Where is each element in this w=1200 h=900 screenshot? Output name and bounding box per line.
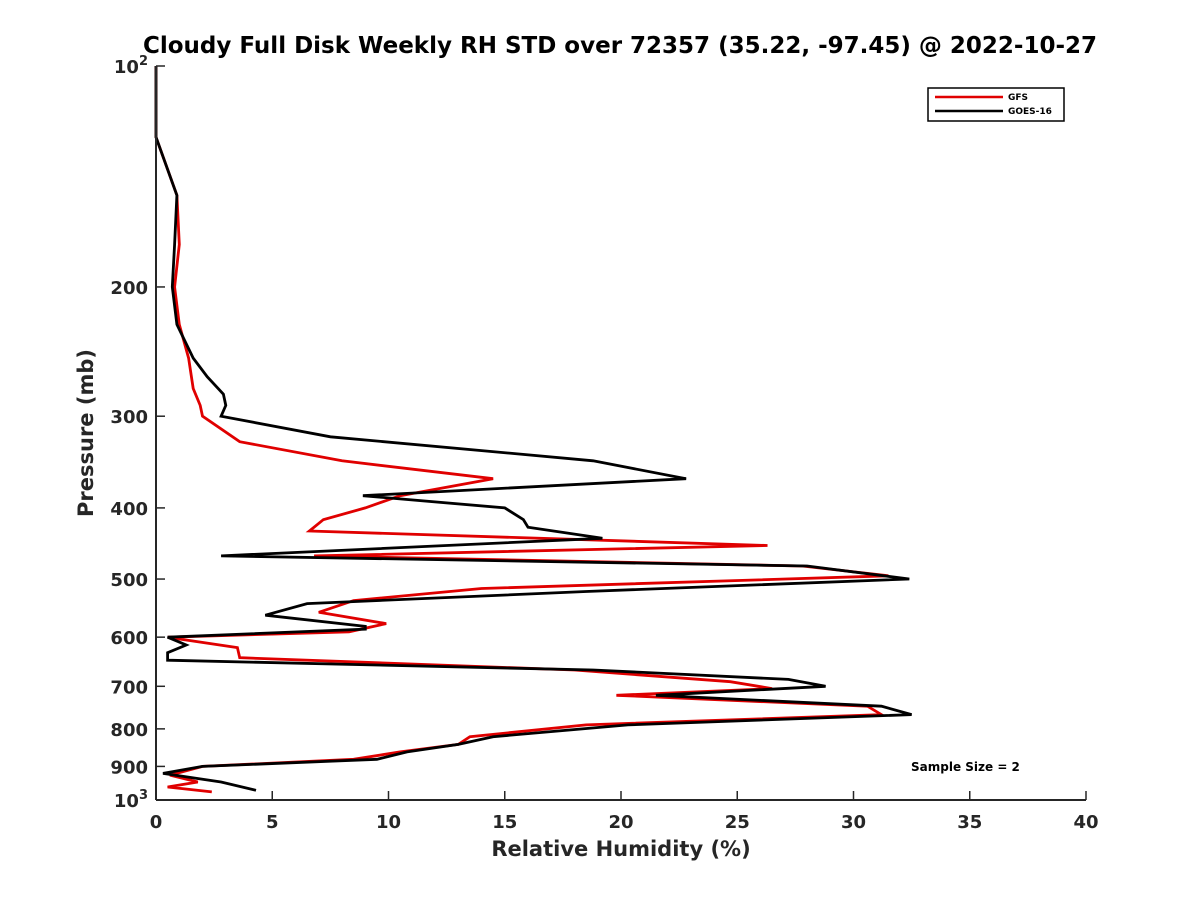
sample-size-annotation: Sample Size = 2 xyxy=(911,760,1020,774)
x-tick-label: 25 xyxy=(725,812,750,833)
y-tick-label: 800 xyxy=(110,720,148,741)
x-tick-label: 15 xyxy=(492,812,517,833)
x-tick-label: 5 xyxy=(266,812,279,833)
y-tick-label: 900 xyxy=(110,757,148,778)
y-tick-label: 200 xyxy=(110,278,148,299)
y-tick-label: 300 xyxy=(110,407,148,428)
series-line-gfs xyxy=(154,66,889,794)
chart-title: Cloudy Full Disk Weekly RH STD over 7235… xyxy=(143,33,1097,59)
x-tick-label: 40 xyxy=(1073,812,1098,833)
y-tick-label: 500 xyxy=(110,570,148,591)
x-tick-label: 0 xyxy=(150,812,163,833)
x-axis-label: Relative Humidity (%) xyxy=(491,837,750,861)
x-tick-label: 20 xyxy=(608,812,633,833)
y-ticks: 102 200 300 400 500 600 700 800 900 103 xyxy=(110,54,165,812)
y-axis-label: Pressure (mb) xyxy=(74,349,98,517)
legend-box xyxy=(927,87,1065,122)
legend-label-gfs: GFS xyxy=(1008,93,1028,103)
legend: GFS GOES-16 xyxy=(927,87,1065,122)
y-tick-label: 700 xyxy=(110,677,148,698)
y-tick-label: 400 xyxy=(110,499,148,520)
y-tick-label: 103 xyxy=(114,788,148,812)
plot-area: 0 5 10 15 20 25 30 35 40 102 200 300 400 500 600 700 80… xyxy=(110,54,1098,833)
y-tick-label: 600 xyxy=(110,628,148,649)
x-tick-label: 10 xyxy=(376,812,401,833)
x-tick-label: 30 xyxy=(841,812,866,833)
legend-label-goes16: GOES-16 xyxy=(1008,107,1052,117)
x-tick-label: 35 xyxy=(957,812,982,833)
x-ticks: 0 5 10 15 20 25 30 35 40 xyxy=(150,791,1099,833)
series-lines xyxy=(154,66,912,794)
series-line-goes16 xyxy=(154,66,912,792)
y-tick-label: 102 xyxy=(114,54,148,78)
